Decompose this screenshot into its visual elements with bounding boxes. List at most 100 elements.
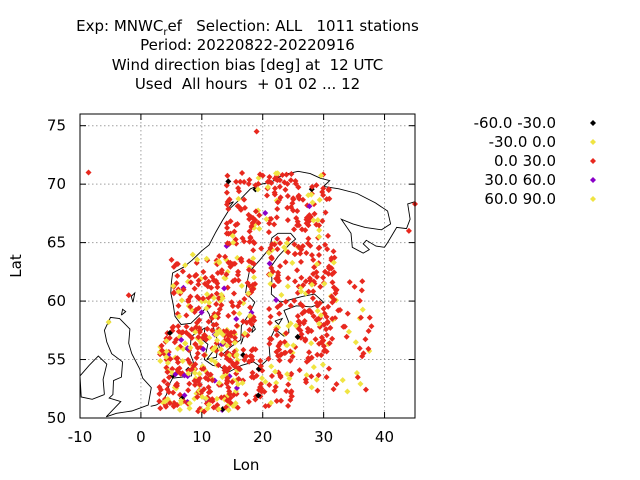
data-point	[210, 294, 217, 301]
data-point	[316, 227, 323, 234]
data-point	[249, 281, 256, 288]
data-point	[311, 264, 318, 271]
data-point	[318, 172, 325, 179]
data-point	[254, 186, 261, 193]
data-point	[183, 312, 190, 319]
data-point	[263, 216, 270, 223]
legend-marker	[590, 196, 596, 202]
data-point	[224, 172, 231, 179]
data-point	[314, 387, 321, 394]
data-point	[175, 302, 182, 309]
data-point	[194, 393, 201, 400]
data-point	[235, 195, 242, 202]
data-point	[298, 258, 305, 265]
data-point	[175, 323, 182, 330]
data-point	[212, 313, 219, 320]
data-point	[200, 365, 207, 372]
data-point	[405, 227, 412, 234]
data-point	[241, 356, 248, 363]
data-point	[222, 253, 229, 260]
data-point	[225, 407, 232, 414]
data-point	[174, 272, 181, 279]
data-point	[209, 398, 216, 405]
data-point	[320, 274, 327, 281]
data-point	[310, 364, 317, 371]
data-point	[205, 384, 212, 391]
data-point	[245, 266, 252, 273]
data-point	[357, 314, 364, 321]
y-tick-label: 70	[47, 175, 66, 193]
data-point	[239, 235, 246, 242]
data-point	[316, 222, 323, 229]
data-point	[285, 323, 292, 330]
data-point	[273, 326, 280, 333]
data-point	[264, 184, 271, 191]
data-point	[272, 368, 279, 375]
data-point	[313, 299, 320, 306]
coastline	[79, 355, 108, 400]
data-point	[170, 290, 177, 297]
legend-marker	[590, 177, 596, 183]
data-point	[182, 262, 189, 269]
data-point	[196, 329, 203, 336]
data-point	[189, 251, 196, 258]
data-point	[324, 246, 331, 253]
data-point	[297, 327, 304, 334]
data-point	[188, 366, 195, 373]
data-point	[305, 192, 312, 199]
data-point	[329, 315, 336, 322]
y-axis-label: Lat	[7, 254, 25, 278]
data-point	[245, 180, 252, 187]
data-point	[266, 306, 273, 313]
data-point	[206, 299, 213, 306]
data-point	[359, 306, 366, 313]
data-point	[250, 255, 257, 262]
data-point	[178, 336, 185, 343]
data-point	[226, 196, 233, 203]
data-point	[256, 212, 263, 219]
legend-label: -60.0 -30.0	[474, 114, 556, 132]
data-point	[250, 247, 257, 254]
data-point	[357, 380, 364, 387]
data-point	[205, 389, 212, 396]
data-point	[237, 178, 244, 185]
data-point	[193, 306, 200, 313]
data-point	[188, 334, 195, 341]
data-point	[192, 329, 199, 336]
data-point	[278, 292, 285, 299]
data-point	[313, 182, 320, 189]
data-points	[85, 128, 418, 415]
data-point	[210, 404, 217, 411]
data-point	[250, 238, 257, 245]
data-point	[213, 290, 220, 297]
data-point	[157, 405, 164, 412]
data-point	[314, 316, 321, 323]
data-point	[276, 183, 283, 190]
data-point	[173, 382, 180, 389]
data-point	[329, 335, 336, 342]
data-point	[246, 318, 253, 325]
data-point	[339, 377, 346, 384]
data-point	[213, 278, 220, 285]
data-point	[323, 374, 330, 381]
data-point	[302, 278, 309, 285]
y-tick-label: 55	[47, 351, 66, 369]
data-point	[320, 343, 327, 350]
data-point	[241, 196, 248, 203]
data-point	[314, 351, 321, 358]
data-point	[216, 253, 223, 260]
data-point	[164, 369, 171, 376]
data-point	[218, 269, 225, 276]
data-point	[247, 235, 254, 242]
data-point	[317, 312, 324, 319]
data-point	[215, 406, 222, 413]
data-point	[298, 274, 305, 281]
data-point	[269, 241, 276, 248]
data-point	[257, 363, 264, 370]
data-point	[335, 307, 342, 314]
data-point	[300, 320, 307, 327]
data-point	[255, 392, 262, 399]
data-point	[263, 192, 270, 199]
data-point	[228, 299, 235, 306]
data-point	[105, 319, 112, 326]
